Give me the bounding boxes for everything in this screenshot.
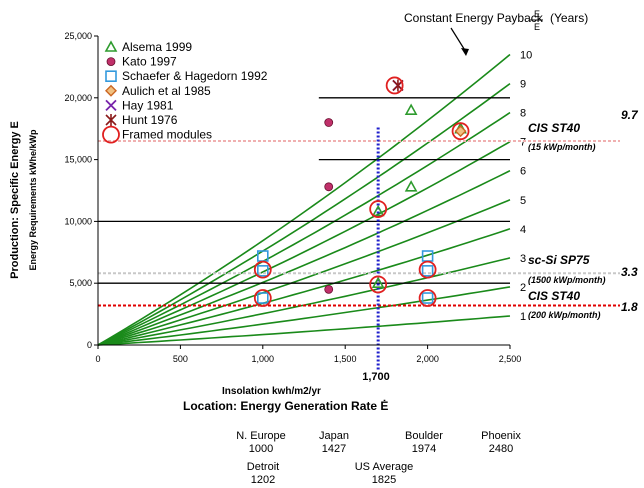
payback-line-7: [97, 141, 511, 346]
legend-marker-5: [105, 114, 117, 126]
point-ring-6-3: [369, 275, 388, 294]
point-diamond-3-0: [454, 125, 467, 138]
point-ring-6-7: [385, 76, 404, 95]
y-axis-label: Production: Specific Energy E: [9, 121, 21, 279]
x-tick-label: 500: [173, 354, 188, 364]
point-circle-1-1: [324, 182, 334, 192]
payback-line-6: [97, 169, 511, 346]
y-tick-label: 10,000: [64, 216, 92, 226]
point-square-2-5: [421, 292, 434, 304]
reference-label-0: CIS ST40: [528, 289, 580, 303]
location-phoenix: Phoenix 2480: [481, 430, 521, 455]
location-detroit: Detroit 1202: [246, 461, 280, 486]
payback-lines: 1 2 3 4 5 6 7 8 9 10: [97, 50, 532, 346]
x-tick-label: 0: [95, 354, 100, 364]
point-circle-1-0: [324, 118, 334, 127]
point-ring-6-4: [418, 260, 437, 279]
location-japan: Japan 1427: [319, 430, 349, 455]
legend-label-0: Alsema 1999: [122, 40, 192, 54]
payback-label-7: 7: [520, 137, 526, 149]
point-ring-6-6: [451, 122, 470, 141]
payback-line-9: [97, 82, 511, 346]
title-arrowhead: [461, 48, 469, 56]
point-ring-6-0: [253, 260, 272, 279]
labels: Constant Energy Payback E E (Years) Inso…: [9, 9, 639, 413]
payback-label-9: 9: [520, 79, 526, 91]
reference-lines: [98, 97, 620, 370]
x-tick-label: 2,000: [416, 354, 439, 364]
title-units: (Years): [550, 11, 588, 25]
payback-label-2: 2: [520, 282, 526, 294]
payback-line-1: [97, 315, 511, 346]
point-square-2-2: [256, 292, 269, 304]
payback-label-6: 6: [520, 166, 526, 178]
payback-label-4: 4: [520, 224, 526, 236]
legend-marker-3: [105, 84, 117, 97]
legend-marker-2: [105, 70, 117, 82]
reference-value-0: 1.8: [621, 300, 638, 314]
reference-label-2: CIS ST40: [528, 121, 580, 135]
point-triangle-0-1: [404, 103, 418, 115]
marker-x-label: 1,700: [362, 371, 390, 383]
x-tick-label: 1,500: [334, 354, 357, 364]
legend-marker-0: [104, 40, 118, 52]
location-boulder: Boulder 1974: [405, 430, 443, 455]
legend-label-4: Hay 1981: [122, 98, 174, 112]
legend-label-5: Hunt 1976: [122, 113, 178, 127]
payback-line-4: [97, 228, 511, 346]
y-tick-label: 25,000: [64, 31, 92, 41]
payback-line-2: [97, 286, 511, 346]
reference-sublabel-1: (1500 kWp/month): [528, 275, 606, 285]
payback-line-5: [97, 199, 511, 346]
data-points: [253, 76, 470, 307]
title-fraction-top: E: [534, 9, 540, 19]
point-circle-1-2: [324, 284, 334, 294]
legend-label-1: Kato 1997: [122, 55, 177, 69]
point-triangle-0-3: [371, 276, 385, 289]
reference-value-1: 3.3: [621, 265, 638, 279]
legend-label-2: Schaefer & Hagedorn 1992: [122, 69, 268, 83]
y-axis-label-2: Energy Requirements kWhe/kWp: [28, 129, 38, 271]
payback-label-8: 8: [520, 108, 526, 120]
legend-label-6: Framed modules: [122, 128, 212, 142]
location-n-europe: N. Europe 1000: [236, 430, 286, 455]
x-tick-label: 1,000: [252, 354, 275, 364]
reference-label-1: sc-Si SP75: [528, 253, 590, 267]
y-tick-label: 15,000: [64, 155, 92, 165]
legend-marker-6: [102, 125, 120, 144]
payback-label-3: 3: [520, 253, 526, 265]
point-triangle-0-0: [371, 204, 385, 217]
x-axis-label: Insolation kwh/m2/yr: [222, 386, 321, 397]
legend-marker-4: [105, 99, 117, 112]
point-ring-6-1: [253, 289, 272, 307]
x-tick-label: 2,500: [499, 354, 522, 364]
reference-sublabel-2: (15 kWp/month): [528, 142, 596, 152]
y-tick-label: 20,000: [64, 93, 92, 103]
point-square-2-1: [256, 265, 269, 277]
point-square-2-4: [421, 265, 434, 277]
axes: 0 500 1,000 1,500 2,000 2,500 0 5,000 10,000 15,0…: [64, 31, 521, 364]
point-triangle-0-2: [404, 180, 418, 192]
payback-label-5: 5: [520, 195, 526, 207]
y-tick-label: 0: [87, 340, 92, 350]
point-ring-6-2: [369, 200, 388, 218]
legend-marker-1: [106, 57, 116, 66]
title-fraction-bottom: E: [534, 22, 540, 32]
reference-value-2: 9.7: [621, 108, 639, 122]
payback-line-8: [97, 111, 511, 346]
chart-title: Constant Energy Payback: [404, 11, 544, 25]
reference-sublabel-0: (200 kWp/month): [528, 310, 601, 320]
payback-label-10: 10: [520, 50, 532, 62]
payback-line-10: [97, 53, 511, 346]
legend-label-3: Aulich et al 1985: [122, 84, 211, 98]
payback-label-1: 1: [520, 311, 526, 323]
title-arrow: [450, 27, 467, 53]
location-us-average: US Average 1825: [354, 461, 414, 486]
point-ring-6-5: [418, 289, 437, 307]
y-tick-label: 5,000: [69, 278, 92, 288]
x-axis-label-2: Location: Energy Generation Rate Ė: [183, 398, 388, 413]
